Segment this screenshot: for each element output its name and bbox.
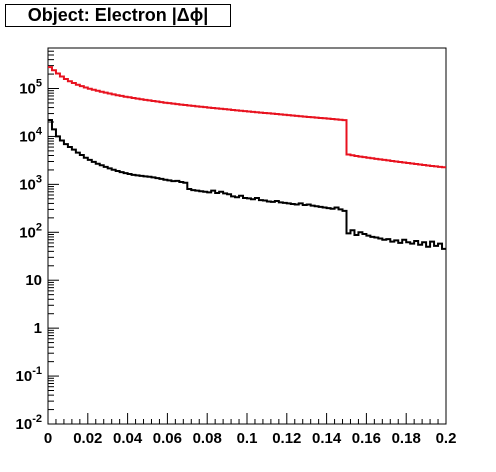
x-tick-label: 0.06 — [153, 430, 182, 447]
x-tick-label: 0.04 — [113, 430, 143, 447]
plot-frame — [47, 47, 447, 425]
x-tick-label: 0.12 — [272, 430, 301, 447]
y-tick-label: 104 — [19, 125, 43, 145]
x-tick-label: 0.18 — [392, 430, 421, 447]
y-tick-label: 102 — [19, 221, 42, 241]
y-tick-label: 103 — [19, 173, 42, 193]
x-tick-label: 0.16 — [352, 430, 381, 447]
chart-title: Object: Electron |Δϕ| — [5, 4, 231, 27]
y-tick-label: 105 — [19, 78, 42, 98]
x-tick-label: 0.1 — [237, 430, 258, 447]
axis-ticks — [47, 47, 447, 425]
y-tick-label: 10-1 — [16, 365, 42, 385]
axis-labels: 0 0.02 0.04 0.06 0.08 0.1 0.12 0.14 0.16 0.18 0.2 1… — [16, 78, 457, 447]
y-tick-label: 10-2 — [16, 413, 42, 433]
y-tick-label: 10 — [25, 272, 42, 289]
x-tick-label: 0.02 — [73, 430, 102, 447]
histogram-series-2 — [48, 119, 446, 250]
x-tick-label: 0.08 — [193, 430, 222, 447]
y-tick-label: 1 — [34, 320, 42, 337]
x-tick-label: 0.2 — [436, 430, 457, 447]
x-tick-label: 0.14 — [312, 430, 342, 447]
series-layer — [48, 66, 446, 250]
histogram-series-1 — [48, 66, 446, 169]
x-tick-label: 0 — [44, 430, 52, 447]
